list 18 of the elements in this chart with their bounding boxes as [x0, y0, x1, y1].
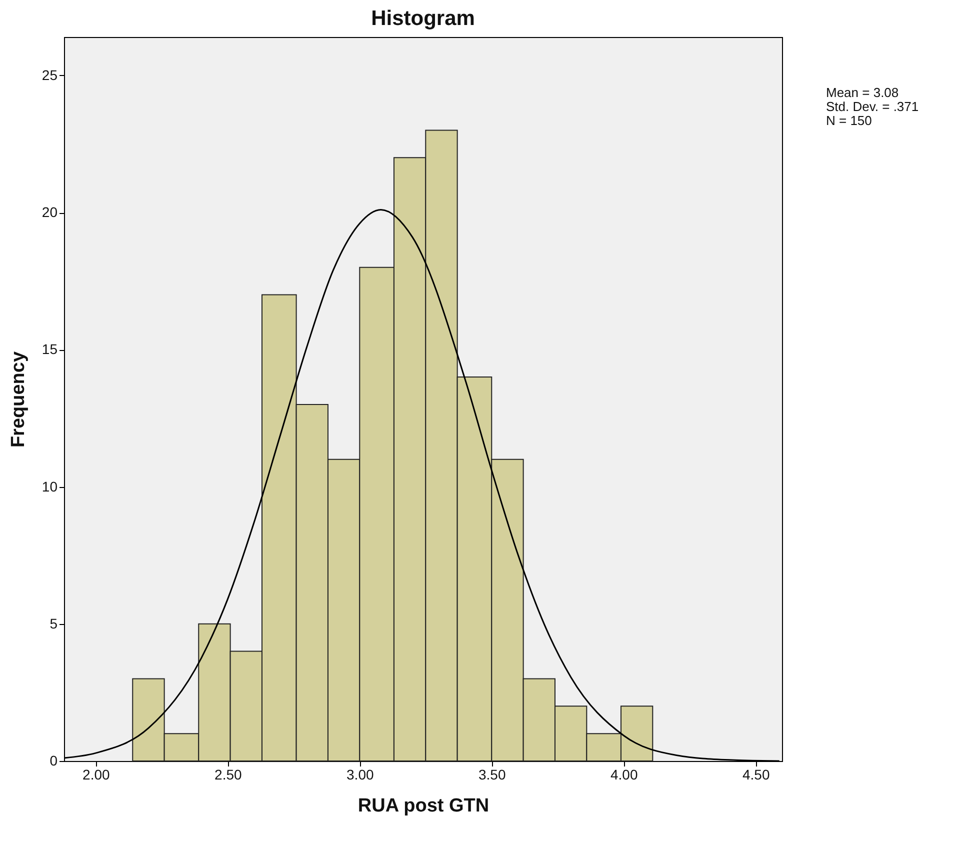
x-tick-label: 4.00 — [610, 766, 638, 782]
text: Mean = 3.08 — [826, 85, 900, 100]
chart-title: Histogram — [371, 7, 475, 30]
y-tick-label: 25 — [42, 66, 58, 83]
x-tick-label: 3.00 — [346, 766, 374, 782]
y-tick-label: 15 — [42, 341, 58, 358]
x-tick-label: 2.50 — [214, 766, 242, 782]
y-tick-label: 10 — [42, 478, 58, 494]
y-tick-label: 5 — [50, 615, 58, 632]
x-axis-title: RUA post GTN — [358, 796, 490, 816]
x-tick-label: 4.50 — [742, 766, 770, 782]
x-tick-label: 3.50 — [478, 766, 506, 782]
text: Std. Dev. = .371 — [826, 99, 919, 114]
y-tick-label: 20 — [42, 204, 58, 220]
x-tick-label: 2.00 — [82, 766, 110, 782]
y-tick-label: 0 — [50, 752, 58, 768]
text: N = 150 — [826, 113, 873, 128]
y-axis-title: Frequency — [8, 351, 29, 448]
